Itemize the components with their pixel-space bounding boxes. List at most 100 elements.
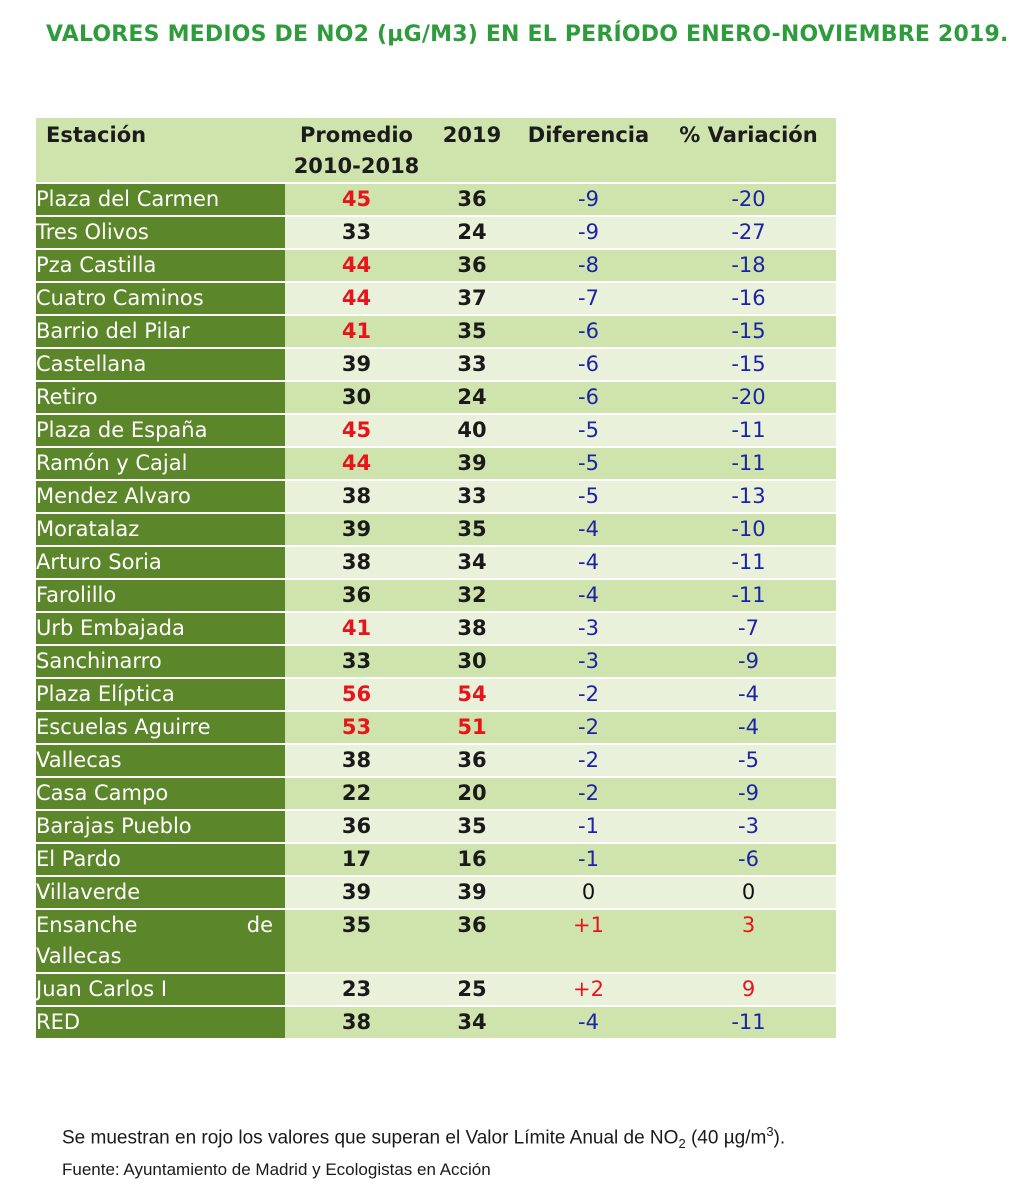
value-2019: 34 [428,547,516,580]
variation-percent: -18 [661,250,836,283]
difference: +1 [516,910,661,974]
header-average-line2: 2010-2018 [293,154,420,178]
variation-percent: -11 [661,547,836,580]
source-note: Fuente: Ayuntamiento de Madrid y Ecologi… [62,1160,491,1179]
table-header-row: Estación Promedio 2010-2018 2019 Diferen… [36,118,836,184]
table-row: Pza Castilla 44 36 -8 -18 [36,250,836,283]
average-2010-2018: 38 [285,481,428,514]
average-2010-2018: 17 [285,844,428,877]
table-row: Casa Campo 22 20 -2 -9 [36,778,836,811]
difference: +2 [516,974,661,1007]
variation-percent: -20 [661,184,836,217]
average-2010-2018: 23 [285,974,428,1007]
value-2019: 24 [428,217,516,250]
variation-percent: -9 [661,778,836,811]
average-2010-2018: 44 [285,283,428,316]
variation-percent: -15 [661,349,836,382]
footnote-subscript: 2 [678,1136,686,1152]
table-row: Arturo Soria 38 34 -4 -11 [36,547,836,580]
variation-percent: -11 [661,1007,836,1040]
average-2010-2018: 44 [285,250,428,283]
variation-percent: -11 [661,580,836,613]
difference: -1 [516,811,661,844]
value-2019: 54 [428,679,516,712]
value-2019: 33 [428,349,516,382]
average-2010-2018: 33 [285,646,428,679]
station-name: Plaza Elíptica [36,679,285,712]
table-row: Plaza de España 45 40 -5 -11 [36,415,836,448]
value-2019: 16 [428,844,516,877]
header-average-line1: Promedio [300,123,413,147]
value-2019: 25 [428,974,516,1007]
station-name: Moratalaz [36,514,285,547]
station-name: RED [36,1007,285,1040]
station-name: Urb Embajada [36,613,285,646]
difference: -7 [516,283,661,316]
average-2010-2018: 36 [285,580,428,613]
header-2019: 2019 [428,118,516,184]
value-2019: 32 [428,580,516,613]
table-row: Moratalaz 39 35 -4 -10 [36,514,836,547]
table-row: Ramón y Cajal 44 39 -5 -11 [36,448,836,481]
value-2019: 35 [428,316,516,349]
table-row: Vallecas 38 36 -2 -5 [36,745,836,778]
variation-percent: -11 [661,415,836,448]
table-row: Castellana 39 33 -6 -15 [36,349,836,382]
difference: -1 [516,844,661,877]
value-2019: 30 [428,646,516,679]
difference: -2 [516,712,661,745]
average-2010-2018: 33 [285,217,428,250]
average-2010-2018: 38 [285,1007,428,1040]
station-name: Mendez Alvaro [36,481,285,514]
value-2019: 20 [428,778,516,811]
station-name: Ramón y Cajal [36,448,285,481]
variation-percent: -11 [661,448,836,481]
station-name: Ensanche de Vallecas [36,910,285,974]
table-row: El Pardo 17 16 -1 -6 [36,844,836,877]
difference: -4 [516,514,661,547]
average-2010-2018: 39 [285,877,428,910]
value-2019: 33 [428,481,516,514]
variation-percent: -15 [661,316,836,349]
average-2010-2018: 45 [285,184,428,217]
header-average: Promedio 2010-2018 [285,118,428,184]
average-2010-2018: 22 [285,778,428,811]
average-2010-2018: 44 [285,448,428,481]
average-2010-2018: 56 [285,679,428,712]
station-name: Villaverde [36,877,285,910]
average-2010-2018: 38 [285,547,428,580]
value-2019: 36 [428,184,516,217]
table-row: Cuatro Caminos 44 37 -7 -16 [36,283,836,316]
difference: -9 [516,217,661,250]
value-2019: 36 [428,745,516,778]
station-name: Barajas Pueblo [36,811,285,844]
variation-percent: 3 [661,910,836,974]
station-name: Sanchinarro [36,646,285,679]
table-row: Barrio del Pilar 41 35 -6 -15 [36,316,836,349]
value-2019: 39 [428,877,516,910]
header-variation: % Variación [661,118,836,184]
no2-table: Estación Promedio 2010-2018 2019 Diferen… [36,118,836,1040]
difference: -6 [516,316,661,349]
table-row: Juan Carlos I 23 25 +2 9 [36,974,836,1007]
difference: -3 [516,646,661,679]
difference: -8 [516,250,661,283]
value-2019: 35 [428,514,516,547]
station-name: Cuatro Caminos [36,283,285,316]
station-name: Pza Castilla [36,250,285,283]
station-name: Juan Carlos I [36,974,285,1007]
difference: -2 [516,745,661,778]
footnote-superscript: 3 [766,1124,774,1139]
average-2010-2018: 41 [285,316,428,349]
variation-percent: -27 [661,217,836,250]
table-row: Villaverde 39 39 0 0 [36,877,836,910]
average-2010-2018: 36 [285,811,428,844]
station-name: Plaza de España [36,415,285,448]
table-row: Farolillo 36 32 -4 -11 [36,580,836,613]
table-row: Retiro 30 24 -6 -20 [36,382,836,415]
variation-percent: -4 [661,679,836,712]
table-row: Tres Olivos 33 24 -9 -27 [36,217,836,250]
difference: -6 [516,349,661,382]
variation-percent: 0 [661,877,836,910]
variation-percent: 9 [661,974,836,1007]
